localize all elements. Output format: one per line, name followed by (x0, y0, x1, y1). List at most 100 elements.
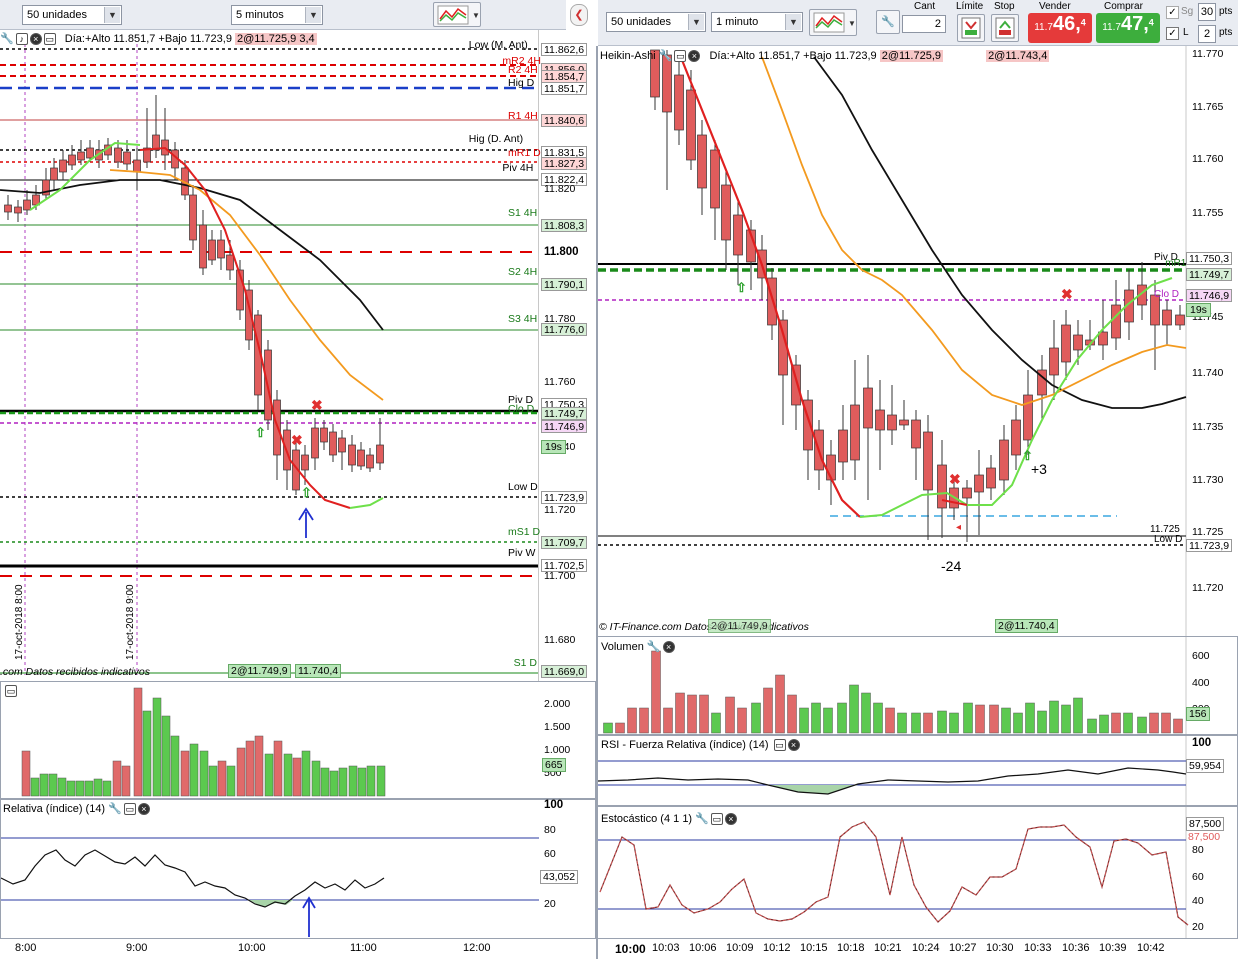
right-order-tag-2[interactable]: 2@11.743,4 (986, 50, 1050, 62)
window-icon[interactable]: ▭ (123, 803, 136, 816)
candle-body (217, 239, 225, 259)
right-volume-panel: Volumen 🔧 × (596, 636, 1238, 735)
candle-body (863, 387, 873, 429)
wrench-icon[interactable]: 🔧 (695, 813, 709, 825)
left-timeframe-select[interactable]: 5 minutos ▼ (231, 5, 323, 25)
left-volume-panel: ▭ (0, 681, 596, 799)
right-timeframe-select[interactable]: 1 minuto ▼ (711, 12, 803, 32)
candle-body (226, 254, 234, 271)
wrench-icon[interactable]: 🔧 (646, 641, 661, 653)
volume-bar (133, 687, 143, 797)
window-icon[interactable]: ▭ (5, 685, 17, 698)
close-icon[interactable]: × (724, 813, 737, 826)
sell-signal-icon: ✖ (291, 432, 303, 448)
volume-bar (226, 765, 236, 797)
cant-input[interactable]: 2 (902, 15, 946, 33)
candle-body (974, 474, 984, 493)
volume-bar (189, 743, 199, 797)
candle-body (962, 487, 972, 499)
volume-bar (1037, 710, 1047, 734)
sg-points-input[interactable]: 30 (1198, 3, 1216, 21)
l-checkbox[interactable]: ✓ (1166, 27, 1179, 40)
hand-arrow-head (298, 507, 314, 521)
l-points-input[interactable]: 2 (1198, 25, 1216, 43)
candle-body (114, 147, 122, 163)
volume-bar (1073, 697, 1083, 734)
window-icon[interactable]: ▭ (674, 50, 687, 63)
candle-body (320, 427, 328, 443)
wrench-icon[interactable]: 🔧 (658, 50, 673, 62)
candle-body (1111, 304, 1121, 339)
right-stoch-header: Estocástico (4 1 1) 🔧 ▭ × (601, 812, 737, 826)
chevron-down-icon: ▼ (104, 7, 120, 23)
candle-body (850, 404, 860, 461)
volume-bar (311, 760, 321, 797)
ma-black-line (813, 56, 1187, 409)
candle-body (348, 444, 356, 466)
volume-bar (199, 750, 209, 797)
ma-orange-line (761, 56, 1187, 406)
right-chart-type-button[interactable]: ▼ (809, 9, 857, 36)
close-icon[interactable]: × (688, 50, 701, 63)
candle-body (77, 151, 85, 161)
window-icon[interactable]: ▭ (710, 813, 723, 826)
left-price-chart[interactable]: ✖ ✖ ⇧ ⇧ 🔧 ♪ × ▭ Día:+Alto 11.851,7 +Bajo 11.72… (0, 30, 596, 681)
volume-bar (911, 712, 921, 734)
sell-button[interactable]: 11.746,4 (1028, 13, 1092, 43)
ma-green-line (859, 277, 1173, 518)
volume-bar (48, 773, 58, 797)
right-chart-title: Heikin-Ashi (600, 50, 656, 62)
left-chart-type-button[interactable]: ▼ (433, 2, 481, 27)
volume-bar (66, 780, 76, 797)
candle-body (733, 214, 743, 256)
volume-bar (357, 767, 367, 797)
l-label: L (1183, 27, 1189, 38)
candle-body (4, 204, 12, 213)
close-icon[interactable]: × (29, 33, 42, 46)
sg-checkbox[interactable]: ✓ (1166, 6, 1179, 19)
candle-body (838, 429, 848, 463)
volume-bar (348, 765, 358, 797)
ma-orange-line (109, 169, 384, 401)
hand-arrow-head (302, 896, 316, 909)
right-price-chart[interactable]: ✖ ✖ ⇧ ⇧ ◂ Heikin-Ashi 🔧 ▭ × Día:+Alto 11.851,7… (596, 46, 1238, 636)
limit-order-button[interactable] (957, 14, 985, 42)
candle-body (674, 74, 684, 131)
cant-label: Cant (914, 1, 936, 12)
buy-price-big: 47, (1120, 13, 1149, 35)
candle-body (1061, 324, 1071, 363)
left-order-tag[interactable]: 2@11.725,9 3,4 (235, 33, 317, 45)
right-timeframe-value: 1 minuto (716, 16, 759, 28)
left-panel-collapse-icon[interactable]: ❮ (570, 4, 588, 26)
close-icon[interactable]: × (137, 803, 150, 816)
candle-body (710, 149, 720, 209)
volume-bar (849, 684, 859, 734)
volume-bar (283, 753, 293, 797)
wrench-icon[interactable]: 🔧 (0, 33, 14, 45)
candle-body (311, 427, 319, 459)
wrench-icon[interactable]: 🔧 (108, 803, 122, 815)
candle-body (189, 194, 197, 241)
candle-body (329, 431, 337, 456)
candle-body (1098, 331, 1108, 346)
right-rsi-header: RSI - Fuerza Relativa (índice) (14) ▭ × (601, 739, 800, 752)
buy-button[interactable]: 11.747,4 (1096, 13, 1160, 43)
chevron-down-icon: ▼ (688, 14, 704, 30)
volume-bar (699, 694, 709, 734)
stop-order-button[interactable] (991, 14, 1019, 42)
volume-bar (254, 735, 264, 797)
bell-icon[interactable]: ♪ (15, 33, 28, 46)
order-settings-button[interactable]: 🔧 (876, 10, 900, 34)
right-order-tag-1[interactable]: 2@11.725,9 (879, 50, 943, 62)
chevron-down-icon: ▼ (305, 7, 321, 23)
volume-bar (675, 692, 685, 734)
candle-body (245, 289, 253, 341)
close-icon[interactable]: × (662, 641, 675, 654)
volume-bar (687, 694, 697, 734)
left-quantity-select[interactable]: 50 unidades ▼ (22, 5, 122, 25)
window-icon[interactable]: ▭ (43, 33, 56, 46)
volume-bar (152, 697, 162, 797)
right-quantity-select[interactable]: 50 unidades ▼ (606, 12, 706, 32)
close-icon[interactable]: × (787, 739, 800, 752)
window-icon[interactable]: ▭ (773, 739, 786, 752)
